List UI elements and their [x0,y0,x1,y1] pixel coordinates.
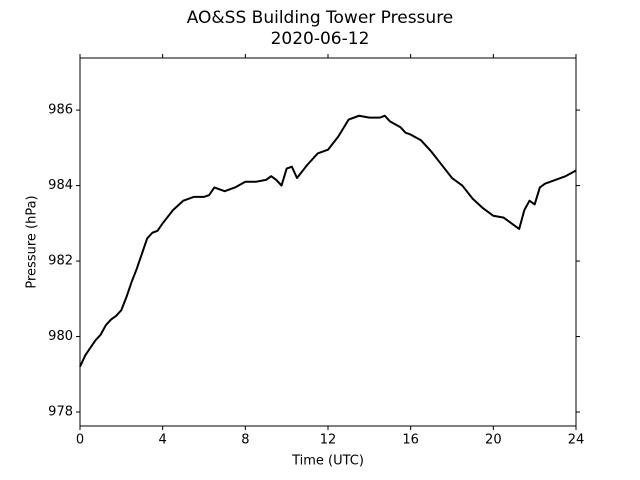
y-axis-label: Pressure (hPa) [25,195,40,288]
x-tick-label: 24 [568,433,585,448]
x-axis-label: Time (UTC) [291,454,364,469]
x-tick-label: 8 [241,433,249,448]
y-tick-label: 984 [48,178,73,193]
x-tick-label: 4 [159,433,167,448]
chart-title: AO&SS Building Tower Pressure [187,8,454,28]
data-line [79,114,577,368]
chart-subtitle: 2020-06-12 [271,29,370,49]
y-tick-label: 978 [48,405,73,420]
y-tick-label: 980 [48,329,73,344]
x-tick-label: 20 [485,433,502,448]
plot-frame [79,57,577,427]
x-tick-label: 16 [402,433,419,448]
x-tick-label: 12 [320,433,337,448]
x-tick-label: 0 [76,433,84,448]
y-tick-label: 986 [48,103,73,118]
y-tick-label: 982 [48,254,73,269]
